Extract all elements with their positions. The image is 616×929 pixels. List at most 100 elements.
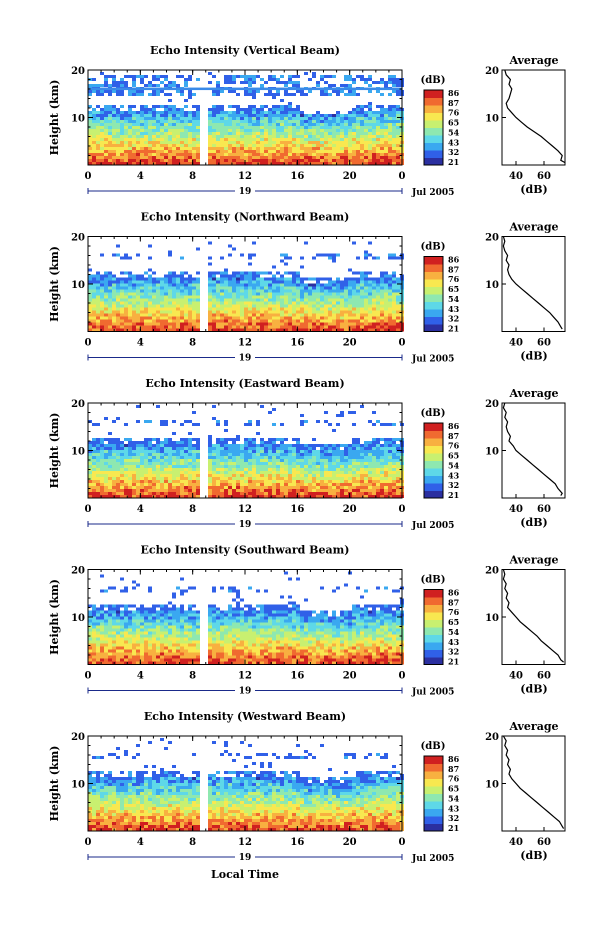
- profile-xlabel: (dB): [520, 350, 547, 363]
- colorbar-tick-label: 43: [448, 470, 460, 480]
- colorbar-tick-label: 87: [448, 264, 459, 274]
- colorbar-swatch: [424, 309, 443, 317]
- colorbar-tick-label: 43: [448, 304, 460, 314]
- panel-1: Echo Intensity (Vertical Beam) 0 4 8 12 16 20 0…: [48, 44, 565, 198]
- echo-heatmap: [88, 572, 404, 665]
- profile-title: Average: [508, 720, 558, 733]
- y-tick-label: 20: [71, 233, 85, 244]
- x-tick-label: 0: [399, 171, 406, 182]
- colorbar-unit: (dB): [421, 741, 446, 752]
- colorbar-tick-label: 65: [448, 784, 459, 794]
- x-tick-label: 8: [189, 171, 196, 182]
- colorbar-tick-label: 21: [448, 657, 459, 667]
- colorbar-tick-label: 87: [448, 98, 459, 108]
- colorbar-swatch: [424, 642, 443, 650]
- x-tick-label: 0: [399, 338, 406, 349]
- day-label: 19: [239, 354, 252, 364]
- colorbar-swatch: [424, 764, 443, 772]
- colorbar-tick-label: 43: [448, 637, 460, 647]
- profile-x-tick-label: 60: [537, 338, 551, 349]
- colorbar-swatch: [424, 446, 443, 454]
- colorbar-swatch: [424, 612, 443, 620]
- profile-y-tick-label: 20: [485, 399, 499, 410]
- profile-x-tick-label: 60: [537, 837, 551, 848]
- profile-y-tick-label: 10: [485, 280, 499, 291]
- colorbar-swatch: [424, 801, 443, 809]
- colorbar-swatch: [424, 294, 443, 302]
- y-axis-label: Height (km): [48, 246, 61, 322]
- x-tick-label: 4: [137, 671, 144, 682]
- y-tick-label: 20: [71, 66, 85, 77]
- day-label: 19: [239, 687, 252, 697]
- profile-line: [505, 70, 565, 163]
- x-tick-label: 12: [238, 504, 252, 515]
- colorbar-swatch: [424, 620, 443, 628]
- profile-title: Average: [508, 221, 558, 234]
- x-tick-label: 12: [238, 671, 252, 682]
- profile-xlabel: (dB): [520, 183, 547, 196]
- colorbar-tick-label: 32: [448, 647, 459, 657]
- colorbar-swatch: [424, 105, 443, 113]
- x-tick-label: 0: [85, 338, 92, 349]
- colorbar-swatch: [424, 143, 443, 151]
- colorbar-tick-label: 86: [448, 255, 460, 265]
- colorbar-swatch: [424, 476, 443, 484]
- echo-heatmap: [88, 242, 404, 332]
- colorbar-tick-label: 43: [448, 137, 460, 147]
- radar-figure: Echo Intensity (Vertical Beam)0 4 8 12 16 20 0…: [0, 0, 616, 929]
- y-axis-label: Height (km): [48, 746, 61, 822]
- profile-y-tick-label: 10: [485, 613, 499, 624]
- x-tick-label: 8: [189, 338, 196, 349]
- x-tick-label: 16: [290, 671, 304, 682]
- profile-line: [503, 237, 562, 330]
- colorbar-swatch: [424, 257, 443, 265]
- colorbar-tick-label: 87: [448, 597, 459, 607]
- profile-xlabel: (dB): [520, 849, 547, 862]
- profile-y-tick-label: 20: [485, 566, 499, 577]
- profile-x-tick-label: 60: [537, 171, 551, 182]
- colorbar-swatch: [424, 468, 443, 476]
- colorbar-tick-label: 76: [448, 441, 460, 451]
- x-tick-label: 0: [399, 837, 406, 848]
- colorbar-swatch: [424, 657, 443, 665]
- panel-4: Echo Intensity (Southward Beam) 0 4 8 12 16 20…: [48, 544, 565, 698]
- colorbar-swatch: [424, 128, 443, 136]
- x-tick-label: 0: [85, 671, 92, 682]
- x-tick-label: 12: [238, 171, 252, 182]
- colorbar-tick-label: 32: [448, 480, 459, 490]
- y-tick-label: 10: [71, 280, 85, 291]
- x-tick-label: 4: [137, 171, 144, 182]
- panel-5: Echo Intensity (Westward Beam)0 4 8 12 16 20 0…: [48, 710, 565, 864]
- colorbar-swatch: [424, 90, 443, 98]
- profile-line: [503, 570, 563, 663]
- colorbar-swatch: [424, 324, 443, 332]
- colorbar-tick-label: 54: [448, 793, 460, 803]
- x-axis-title: Local Time: [211, 868, 279, 881]
- colorbar-tick-label: 87: [448, 431, 459, 441]
- date-label: Jul 2005: [411, 355, 454, 365]
- colorbar-swatch: [424, 461, 443, 469]
- x-tick-label: 0: [399, 671, 406, 682]
- colorbar-tick-label: 21: [448, 823, 459, 833]
- panel-3: Echo Intensity (Eastward Beam)0 4 8 12 16 20 0…: [48, 377, 565, 531]
- profile-frame: [502, 70, 565, 165]
- colorbar-tick-label: 65: [448, 284, 459, 294]
- colorbar-tick-label: 54: [448, 294, 460, 304]
- colorbar-swatch: [424, 779, 443, 787]
- colorbar-swatch: [424, 809, 443, 817]
- colorbar-tick-label: 54: [448, 460, 460, 470]
- colorbar-swatch: [424, 627, 443, 635]
- profile-x-tick-label: 40: [509, 671, 523, 682]
- colorbar-swatch: [424, 423, 443, 431]
- colorbar-swatch: [424, 150, 443, 158]
- profile-y-tick-label: 20: [485, 732, 499, 743]
- profile-frame: [502, 237, 565, 332]
- colorbar-swatch: [424, 816, 443, 824]
- colorbar-unit: (dB): [421, 575, 446, 586]
- colorbar-swatch: [424, 453, 443, 461]
- x-tick-label: 20: [343, 338, 357, 349]
- colorbar-swatch: [424, 650, 443, 658]
- colorbar-tick-label: 76: [448, 607, 460, 617]
- colorbar-tick-label: 65: [448, 617, 459, 627]
- colorbar-swatch: [424, 438, 443, 446]
